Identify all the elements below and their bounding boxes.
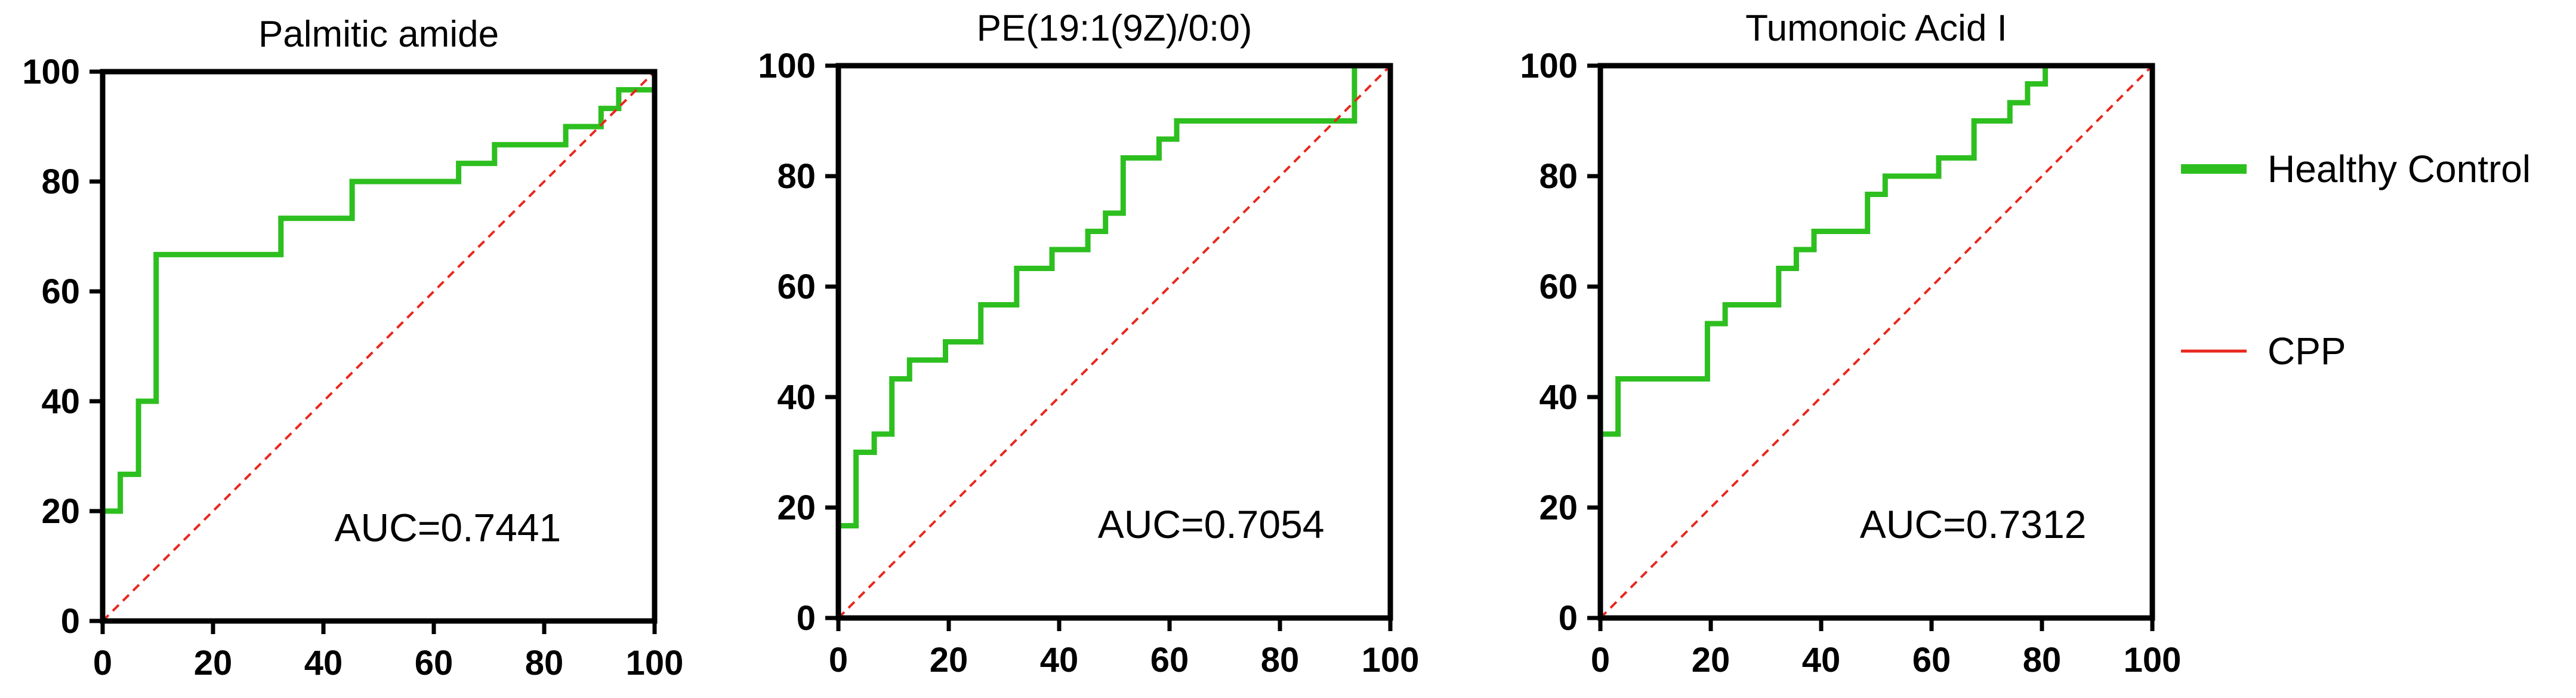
legend-item-1: Healthy Control — [2181, 147, 2531, 190]
auc-annotation: AUC=0.7441 — [335, 506, 562, 550]
panel-title: Tumonoic Acid I — [1745, 8, 2007, 49]
x-tick-label: 100 — [626, 644, 684, 682]
x-tick-label: 80 — [1261, 641, 1300, 679]
y-tick-label: 80 — [1539, 157, 1578, 196]
x-tick-label: 40 — [1802, 641, 1841, 679]
roc-curve — [835, 63, 1390, 618]
plot-frame — [100, 69, 658, 624]
x-tick-label: 40 — [304, 644, 343, 682]
y-tick-label: 60 — [1539, 267, 1578, 306]
x-tick-label: 60 — [1150, 641, 1189, 679]
auc-annotation: AUC=0.7312 — [1860, 502, 2087, 546]
legend-label: Healthy Control — [2268, 147, 2531, 190]
x-tick-label: 60 — [1912, 641, 1951, 679]
y-tick-label: 100 — [22, 53, 80, 91]
x-tick-label: 100 — [1362, 641, 1420, 679]
x-tick-label: 20 — [930, 641, 968, 679]
roc-panel-3: Tumonoic Acid I 0 20 40 60 80 100 0 20 40 60 80 100 A… — [1520, 8, 2181, 679]
x-tick-label: 80 — [525, 644, 564, 682]
x-tick-label: 20 — [1692, 641, 1730, 679]
y-tick-label: 20 — [41, 492, 80, 531]
y-tick-label: 0 — [1559, 599, 1578, 638]
plot-frame — [1597, 63, 2155, 621]
auc-annotation: AUC=0.7054 — [1098, 502, 1325, 546]
x-tick-label: 20 — [194, 644, 233, 682]
y-tick-label: 40 — [41, 382, 80, 421]
roc-panel-1: Palmitic amide 0 20 40 60 80 100 0 20 40 60 80 100 AU… — [22, 14, 683, 682]
y-tick-label: 40 — [1539, 378, 1578, 417]
y-tick-label: 20 — [777, 488, 816, 527]
plot-frame — [835, 63, 1393, 621]
x-tick-label: 60 — [415, 644, 454, 682]
legend-label: CPP — [2268, 330, 2346, 373]
reference-line — [837, 64, 1392, 619]
x-tick-label: 40 — [1040, 641, 1079, 679]
x-tick-label: 0 — [829, 641, 848, 679]
y-tick-label: 100 — [1520, 47, 1578, 85]
panel-title: PE(19:1(9Z)/0:0) — [977, 8, 1252, 49]
y-tick-label: 0 — [797, 599, 816, 638]
x-tick-label: 0 — [1591, 641, 1610, 679]
x-tick-label: 80 — [2023, 641, 2062, 679]
y-tick-label: 60 — [41, 272, 80, 311]
y-tick-label: 60 — [777, 267, 816, 306]
y-tick-label: 100 — [758, 47, 816, 85]
legend-item-2: CPP — [2181, 330, 2346, 373]
y-tick-label: 80 — [41, 162, 80, 201]
roc-panel-2: PE(19:1(9Z)/0:0) 0 20 40 60 80 100 0 20 40 60 80 100… — [758, 8, 1419, 679]
legend: Healthy Control CPP — [2181, 147, 2531, 373]
x-tick-label: 100 — [2124, 641, 2182, 679]
panel-title: Palmitic amide — [258, 14, 499, 55]
reference-line — [1599, 64, 2154, 619]
y-tick-label: 80 — [777, 157, 816, 196]
y-tick-label: 20 — [1539, 488, 1578, 527]
roc-panels: Palmitic amide 0 20 40 60 80 100 0 20 40 60 80 100 AU… — [22, 8, 2181, 682]
x-tick-label: 0 — [93, 644, 112, 682]
reference-line — [101, 70, 656, 622]
y-tick-label: 0 — [61, 602, 80, 641]
roc-curve — [1597, 63, 2152, 618]
roc-curve — [100, 72, 658, 621]
y-tick-label: 40 — [777, 378, 816, 417]
